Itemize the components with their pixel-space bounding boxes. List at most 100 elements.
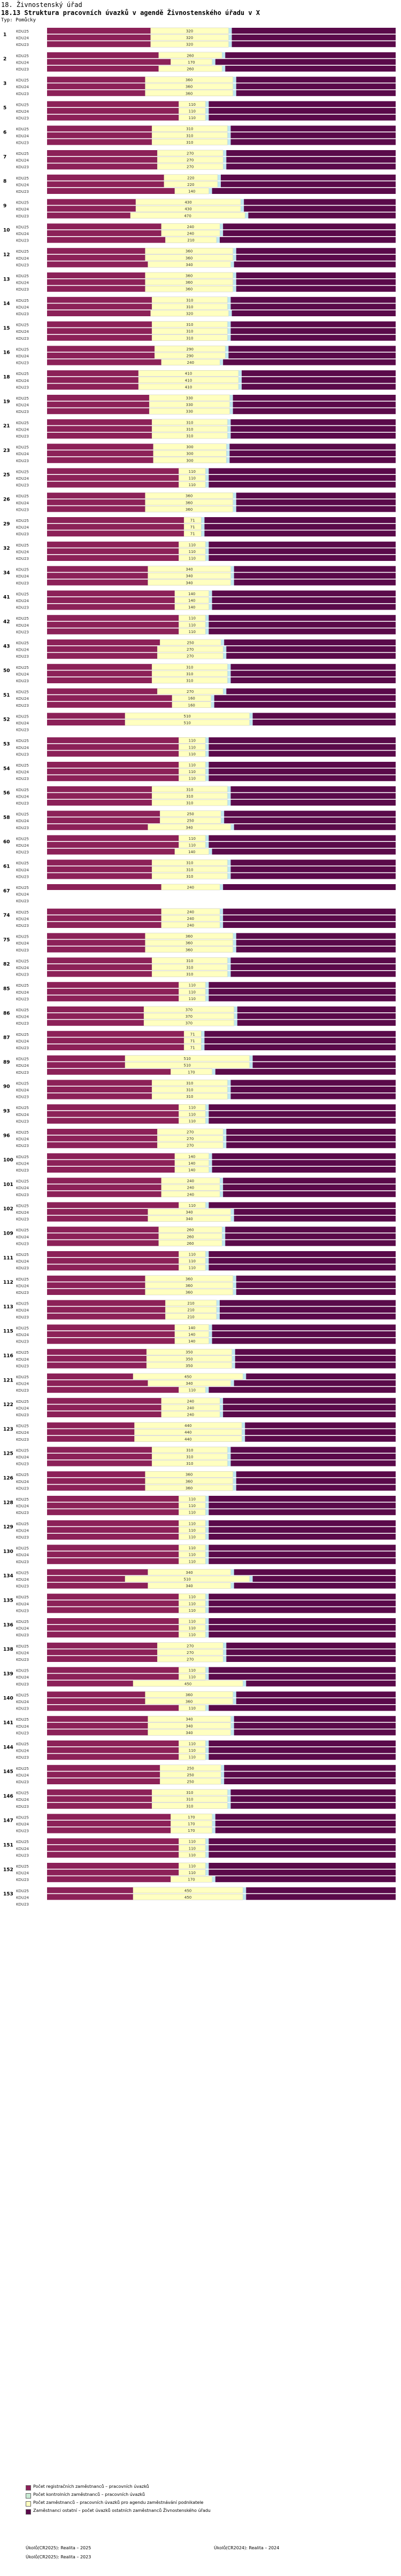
bar-kontrolni bbox=[222, 66, 226, 72]
bar-ostatni bbox=[234, 1569, 396, 1575]
bar-kontrolni bbox=[233, 248, 236, 254]
bar-value-label: 270 bbox=[187, 1644, 194, 1648]
group-label: 134 bbox=[3, 1574, 13, 1579]
bar-ostatni bbox=[212, 848, 396, 855]
group-label: 15 bbox=[3, 326, 10, 331]
row-label: KDU23 bbox=[16, 997, 29, 1001]
bar-ostatni bbox=[209, 1667, 396, 1673]
bar-registracni bbox=[47, 1642, 158, 1649]
bar-kontrolni bbox=[209, 1160, 212, 1166]
bar-ostatni bbox=[228, 346, 396, 352]
bar-kontrolni bbox=[205, 1607, 209, 1613]
row-label: KDU25 bbox=[16, 1253, 29, 1257]
row-label: KDU23 bbox=[16, 1755, 29, 1760]
bar-ostatni bbox=[204, 1037, 396, 1044]
group-label: 141 bbox=[3, 1721, 13, 1726]
bar-kontrolni bbox=[233, 286, 236, 292]
row-label: KDU24 bbox=[16, 1480, 29, 1484]
bar-registracni bbox=[47, 272, 145, 278]
bar-value-label: 71 bbox=[190, 532, 195, 536]
bar-ostatni bbox=[234, 579, 396, 586]
bar-ostatni bbox=[209, 775, 396, 782]
bar-ostatni bbox=[229, 450, 396, 457]
bar-registracni bbox=[47, 52, 159, 58]
bar-value-label: 140 bbox=[188, 850, 195, 854]
group-label: 129 bbox=[3, 1525, 13, 1530]
bar-value-label: 110 bbox=[189, 983, 196, 988]
bar-ostatni bbox=[244, 206, 396, 212]
bar-value-label: 310 bbox=[186, 972, 193, 977]
bar-ostatni bbox=[212, 590, 396, 597]
bar-ostatni bbox=[236, 83, 396, 90]
bar-pracovni bbox=[171, 1827, 212, 1833]
bar-kontrolni bbox=[205, 1104, 209, 1111]
bar-kontrolni bbox=[233, 506, 236, 512]
group-label: 93 bbox=[3, 1109, 10, 1114]
bar-registracni bbox=[47, 1264, 179, 1271]
bar-pracovni bbox=[171, 59, 212, 65]
bar-registracni bbox=[47, 401, 150, 408]
bar-registracni bbox=[47, 1754, 179, 1760]
bar-ostatni bbox=[209, 1845, 396, 1851]
bar-value-label: 71 bbox=[190, 1032, 195, 1036]
row-label: KDU24 bbox=[16, 1675, 29, 1680]
bar-kontrolni bbox=[233, 90, 236, 96]
bar-value-label: 110 bbox=[189, 1706, 196, 1711]
group-label: 89 bbox=[3, 1060, 10, 1065]
bar-ostatni bbox=[234, 1215, 396, 1222]
row-label: KDU23 bbox=[16, 337, 29, 341]
bar-kontrolni bbox=[209, 1324, 212, 1331]
bar-kontrolni bbox=[201, 530, 205, 537]
row-label: KDU25 bbox=[16, 446, 29, 450]
bar-kontrolni bbox=[209, 188, 212, 194]
bar-value-label: 310 bbox=[186, 801, 193, 806]
bar-registracni bbox=[47, 1313, 166, 1320]
bar-kontrolni bbox=[243, 1894, 246, 1900]
bar-kontrolni bbox=[220, 1191, 223, 1197]
bar-registracni bbox=[47, 1055, 125, 1061]
bar-ostatni bbox=[236, 279, 396, 285]
bar-kontrolni bbox=[205, 1845, 209, 1851]
bar-registracni bbox=[47, 28, 151, 34]
bar-registracni bbox=[47, 1698, 145, 1704]
row-label: KDU24 bbox=[16, 1895, 29, 1900]
row-label: KDU24 bbox=[16, 1382, 29, 1386]
bar-ostatni bbox=[209, 1863, 396, 1869]
bar-kontrolni bbox=[249, 720, 253, 725]
row-label: KDU25 bbox=[16, 543, 29, 548]
bar-pracovni bbox=[171, 1876, 212, 1883]
bar-ostatni bbox=[230, 132, 396, 138]
group-label: 126 bbox=[3, 1476, 13, 1481]
bar-value-label: 160 bbox=[188, 697, 195, 701]
bar-value-label: 410 bbox=[185, 378, 192, 383]
row-label: KDU25 bbox=[16, 1302, 29, 1306]
bar-ostatni bbox=[245, 1422, 396, 1428]
bar-registracni bbox=[47, 1398, 161, 1404]
bar-value-label: 510 bbox=[184, 1578, 191, 1582]
row-label: KDU24 bbox=[16, 746, 29, 750]
bar-registracni bbox=[47, 328, 152, 334]
bar-value-label: 310 bbox=[186, 672, 193, 676]
bar-ostatni bbox=[234, 1582, 396, 1589]
bar-kontrolni bbox=[222, 1233, 226, 1239]
row-label: KDU24 bbox=[16, 844, 29, 848]
row-label: KDU23 bbox=[16, 1486, 29, 1490]
bar-kontrolni bbox=[227, 971, 231, 977]
bar-registracni bbox=[47, 174, 164, 181]
row-label: KDU23 bbox=[16, 1119, 29, 1123]
bar-kontrolni bbox=[205, 1509, 209, 1516]
bar-registracni bbox=[47, 1251, 179, 1257]
bar-registracni bbox=[47, 1594, 179, 1600]
bar-registracni bbox=[47, 884, 161, 890]
bar-value-label: 430 bbox=[184, 207, 191, 212]
bar-ostatni bbox=[246, 1887, 396, 1893]
bar-kontrolni bbox=[233, 1485, 236, 1491]
row-label: KDU25 bbox=[16, 225, 29, 229]
row-label: KDU23 bbox=[16, 263, 29, 267]
bar-value-label: 450 bbox=[184, 1682, 191, 1686]
bar-registracni bbox=[47, 1258, 179, 1264]
bar-value-label: 110 bbox=[189, 110, 196, 114]
bar-registracni bbox=[47, 1827, 171, 1833]
bar-value-label: 240 bbox=[187, 1186, 194, 1190]
group-label: 7 bbox=[3, 154, 6, 160]
